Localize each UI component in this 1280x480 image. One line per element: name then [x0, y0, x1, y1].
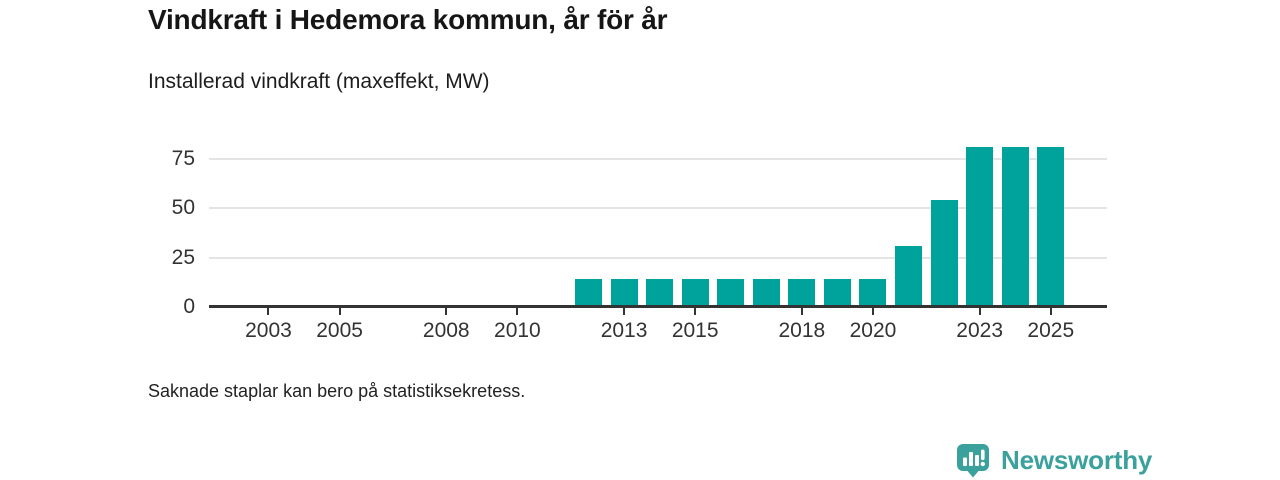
x-axis-label-2003: 2003 — [245, 319, 292, 342]
bar-2014 — [646, 279, 674, 308]
x-axis-label-2005: 2005 — [316, 319, 363, 342]
x-axis-label-2018: 2018 — [778, 319, 826, 342]
bar-2018 — [788, 279, 816, 308]
gridline-25 — [209, 256, 1107, 259]
x-tick-2005 — [338, 308, 341, 315]
x-axis-label-2015: 2015 — [671, 319, 719, 342]
x-axis-line — [209, 305, 1107, 308]
x-axis-label-2020: 2020 — [849, 319, 897, 342]
y-axis-label-50: 50 — [171, 196, 195, 219]
bar-2022 — [930, 200, 958, 308]
x-tick-2008 — [445, 308, 448, 315]
bar-2017 — [752, 279, 780, 308]
chart-subtitle: Installerad vindkraft (maxeffekt, MW) — [148, 70, 490, 93]
bar-2013 — [610, 279, 638, 308]
bar-2024 — [1001, 146, 1029, 308]
x-tick-2015 — [694, 308, 697, 315]
gridline-50 — [209, 207, 1107, 209]
x-tick-2010 — [516, 308, 519, 315]
newsworthy-logo-text: Newsworthy — [1001, 445, 1153, 475]
x-tick-2020 — [871, 308, 874, 315]
x-axis-label-2008: 2008 — [422, 319, 470, 342]
chart-footnote: Saknade staplar kan bero på statistiksek… — [148, 381, 526, 401]
x-axis-label-2010: 2010 — [494, 319, 541, 342]
x-tick-2018 — [800, 308, 803, 315]
bar-2021 — [895, 245, 923, 308]
x-tick-2013 — [623, 308, 626, 315]
x-tick-2023 — [978, 308, 981, 315]
y-axis-label-75: 75 — [171, 146, 195, 170]
x-axis-label-2023: 2023 — [956, 319, 1004, 342]
y-axis-label-0: 0 — [183, 295, 195, 318]
bar-2015 — [681, 279, 709, 308]
bar-2023 — [966, 146, 994, 308]
bar-2020 — [859, 279, 887, 308]
gridline-75 — [209, 157, 1107, 160]
bar-2025 — [1037, 146, 1065, 308]
bar-2019 — [823, 279, 851, 308]
bar-2016 — [717, 279, 745, 308]
chart-title: Vindkraft i Hedemora kommun, år för år — [148, 4, 668, 35]
x-axis-label-2013: 2013 — [600, 319, 648, 342]
newsworthy-branding: Newsworthy — [956, 443, 1152, 478]
x-tick-2025 — [1049, 308, 1052, 315]
y-axis-label-25: 25 — [171, 245, 195, 269]
x-axis-label-2025: 2025 — [1027, 319, 1075, 342]
bar-2012 — [575, 279, 602, 308]
x-tick-2003 — [267, 308, 270, 315]
newsworthy-logo-icon — [957, 444, 989, 478]
